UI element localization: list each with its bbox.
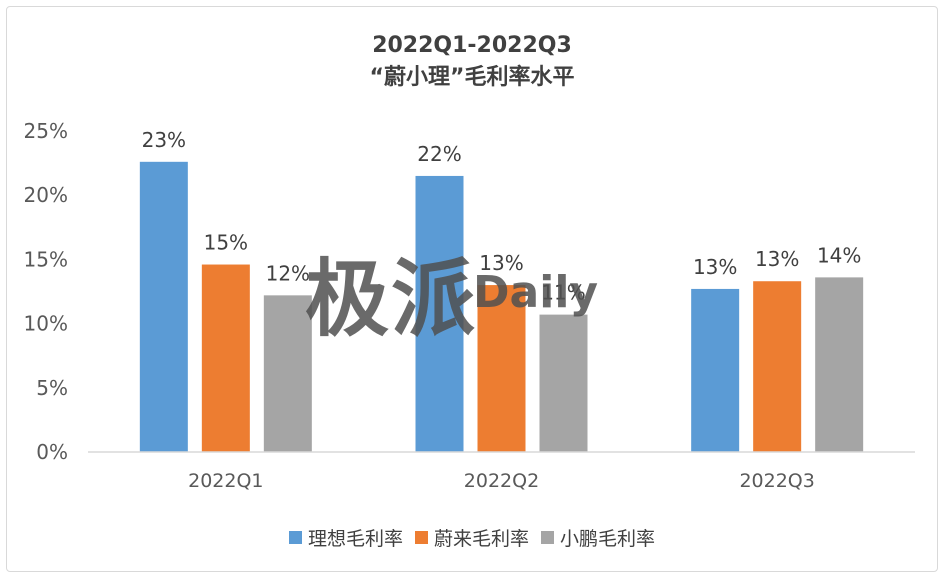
data-label: 12%	[266, 261, 310, 285]
y-tick-label: 10%	[24, 312, 68, 336]
bar	[139, 161, 188, 453]
data-label: 14%	[817, 243, 861, 267]
y-tick-label: 0%	[36, 440, 68, 464]
chart-title-line1: 2022Q1-2022Q3	[372, 33, 572, 58]
data-label: 22%	[417, 142, 461, 166]
legend-label: 理想毛利率	[307, 528, 403, 550]
bar	[201, 264, 250, 452]
legend: 理想毛利率 蔚来毛利率 小鹏毛利率	[0, 524, 944, 551]
watermark-chinese: 极派	[305, 250, 478, 348]
legend-item: 蔚来毛利率	[414, 524, 529, 551]
watermark: 极派Daily	[305, 232, 598, 353]
chart-title: 2022Q1-2022Q3 “蔚小理”毛利率水平	[0, 30, 944, 94]
legend-label: 蔚来毛利率	[433, 528, 529, 550]
y-axis: 0% 5% 10% 15% 20% 25%	[24, 119, 68, 464]
data-label: 15%	[204, 231, 248, 255]
legend-label: 小鹏毛利率	[560, 528, 656, 550]
data-label: 11%	[541, 281, 585, 305]
data-label: 13%	[479, 251, 523, 275]
x-tick-label: 2022Q3	[739, 470, 814, 492]
legend-swatch	[414, 531, 428, 544]
bar	[263, 295, 312, 452]
y-tick-label: 25%	[24, 119, 68, 143]
data-label: 13%	[693, 255, 737, 279]
bar	[539, 314, 588, 452]
data-label: 13%	[755, 247, 799, 271]
bars: 23% 15% 12% 22% 13% 11% 13% 13% 14%	[139, 128, 864, 453]
x-axis: 2022Q1 2022Q2 2022Q3	[88, 451, 915, 492]
data-label: 23%	[142, 128, 186, 152]
chart-title-line2: “蔚小理”毛利率水平	[369, 65, 575, 90]
legend-swatch	[541, 531, 554, 544]
legend-swatch	[288, 531, 302, 544]
bar	[415, 175, 464, 452]
bar	[691, 288, 740, 452]
y-tick-label: 5%	[36, 376, 68, 400]
x-tick-label: 2022Q2	[464, 470, 539, 492]
x-tick-label: 2022Q1	[188, 470, 263, 492]
watermark-latin: Daily	[473, 267, 599, 318]
bar	[815, 277, 864, 452]
legend-item: 理想毛利率	[288, 524, 403, 551]
legend-item: 小鹏毛利率	[541, 524, 655, 551]
bar	[477, 285, 526, 452]
y-tick-label: 20%	[24, 183, 68, 207]
bar	[753, 281, 802, 452]
y-tick-label: 15%	[24, 247, 68, 271]
